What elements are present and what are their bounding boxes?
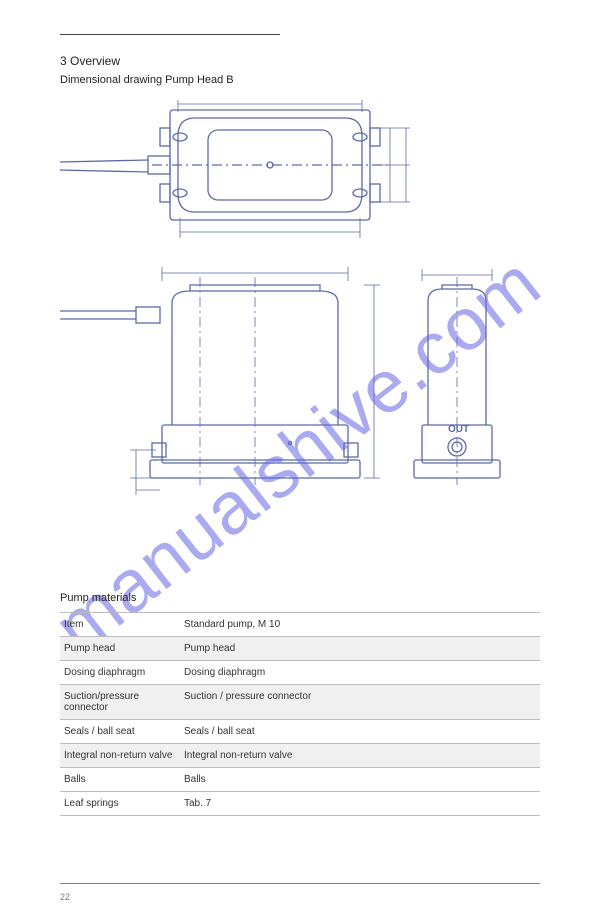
cell-label: Pump head xyxy=(64,643,184,654)
technical-drawing: OUT xyxy=(60,90,540,510)
cell-value: Integral non-return valve xyxy=(184,750,536,761)
table-row: Suction/pressure connector Suction / pre… xyxy=(60,684,540,719)
cell-value: Seals / ball seat xyxy=(184,726,536,737)
cell-label: Item xyxy=(64,619,184,630)
cell-value: Tab. 7 xyxy=(184,798,536,809)
table-row: Pump head Pump head xyxy=(60,636,540,660)
cell-label: Suction/pressure connector xyxy=(64,691,184,713)
cell-value: Balls xyxy=(184,774,536,785)
table-row: Dosing diaphragm Dosing diaphragm xyxy=(60,660,540,684)
cell-label: Balls xyxy=(64,774,184,785)
cell-label: Dosing diaphragm xyxy=(64,667,184,678)
spec-table: Item Standard pump, M 10 Pump head Pump … xyxy=(60,612,540,816)
out-label: OUT xyxy=(448,424,469,435)
section-title: 3 Overview xyxy=(60,54,120,68)
cell-value: Standard pump, M 10 xyxy=(184,619,536,630)
drawing-title: Dimensional drawing Pump Head B xyxy=(60,74,234,86)
cell-label: Leaf springs xyxy=(64,798,184,809)
table-row: Seals / ball seat Seals / ball seat xyxy=(60,719,540,743)
table-row: Balls Balls xyxy=(60,767,540,791)
cell-label: Integral non-return valve xyxy=(64,750,184,761)
table-row: Leaf springs Tab. 7 xyxy=(60,791,540,816)
cell-value: Pump head xyxy=(184,643,536,654)
page-number: 22 xyxy=(60,892,70,902)
cell-value: Suction / pressure connector xyxy=(184,691,536,702)
spec-table-title: Pump materials xyxy=(60,592,136,604)
rule-top xyxy=(60,34,280,35)
cell-label: Seals / ball seat xyxy=(64,726,184,737)
table-row: Integral non-return valve Integral non-r… xyxy=(60,743,540,767)
rule-bottom xyxy=(60,883,540,884)
table-row: Item Standard pump, M 10 xyxy=(60,612,540,636)
cell-value: Dosing diaphragm xyxy=(184,667,536,678)
